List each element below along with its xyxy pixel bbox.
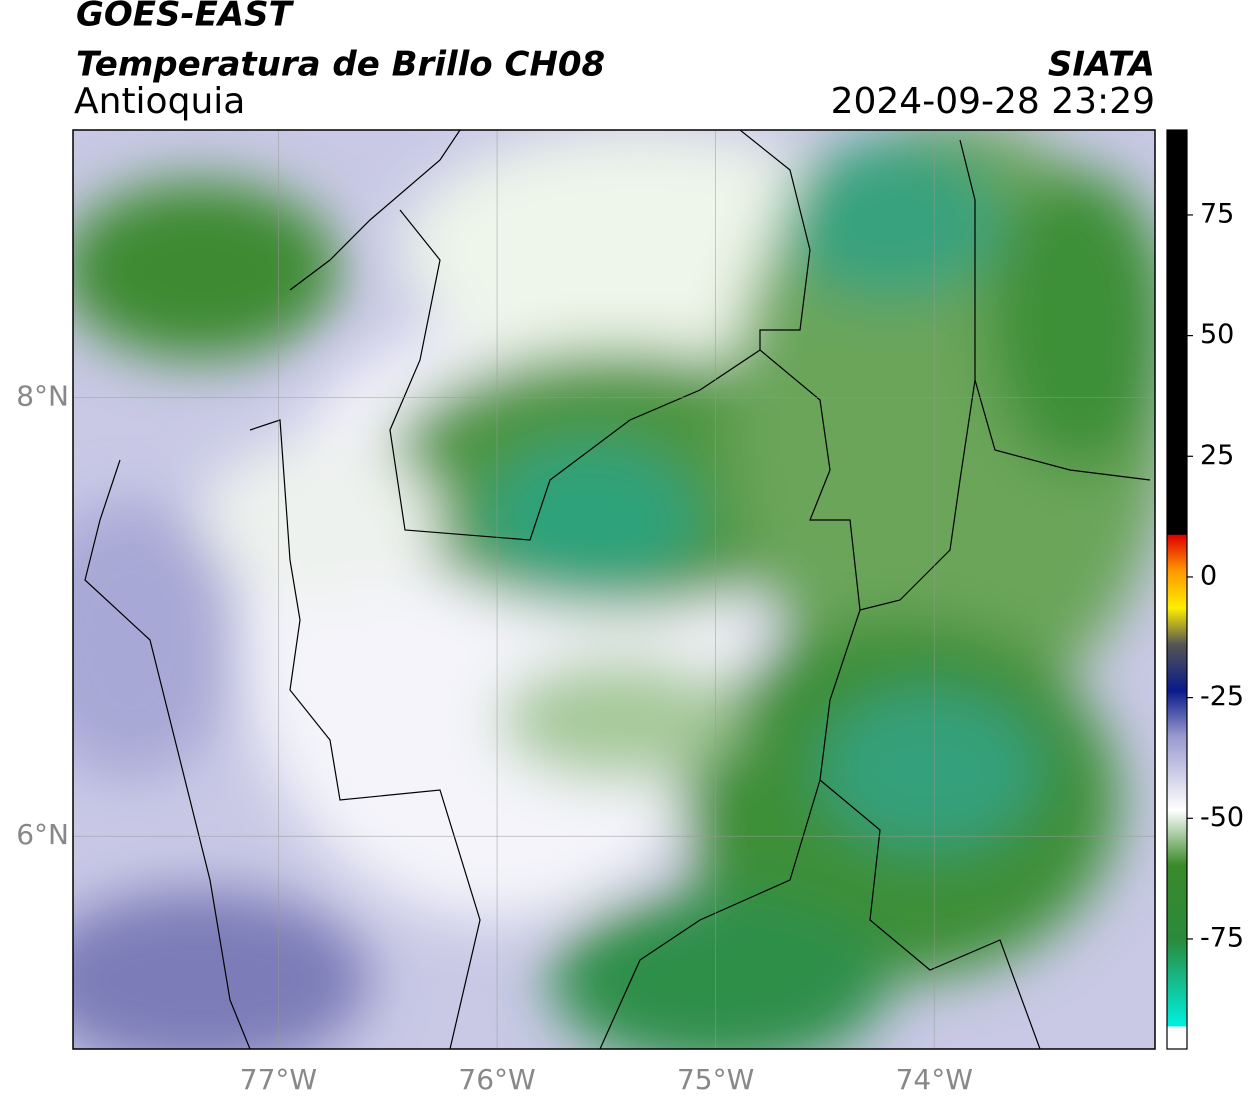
product: Temperatura de Brillo CH08 bbox=[76, 45, 605, 85]
lat-tick-label: 6°N bbox=[16, 818, 69, 851]
colorbar-tick-label: 50 bbox=[1200, 319, 1234, 350]
colorbar-tick-label: 75 bbox=[1200, 198, 1234, 229]
colorbar-tick-label: -75 bbox=[1200, 922, 1244, 953]
colorbar bbox=[1166, 129, 1188, 1050]
map-frame bbox=[72, 129, 1156, 1050]
satellite: GOES-EAST bbox=[76, 0, 295, 35]
colorbar-tick-label: -50 bbox=[1200, 802, 1244, 833]
brightness-field bbox=[73, 130, 1155, 1049]
lon-tick-label: 74°W bbox=[896, 1063, 973, 1096]
source: SIATA bbox=[1048, 45, 1155, 85]
lat-tick-label: 8°N bbox=[16, 380, 69, 413]
colorbar-tick-label: -25 bbox=[1200, 681, 1244, 712]
lon-tick-label: 76°W bbox=[458, 1063, 535, 1096]
lon-tick-label: 77°W bbox=[240, 1063, 317, 1096]
datetime: 2024-09-28 23:29 bbox=[831, 81, 1155, 122]
colorbar-tick-label: 25 bbox=[1200, 440, 1234, 471]
lon-tick-label: 75°W bbox=[677, 1063, 754, 1096]
region: Antioquia bbox=[74, 81, 245, 122]
colorbar-tick-label: 0 bbox=[1200, 560, 1217, 591]
